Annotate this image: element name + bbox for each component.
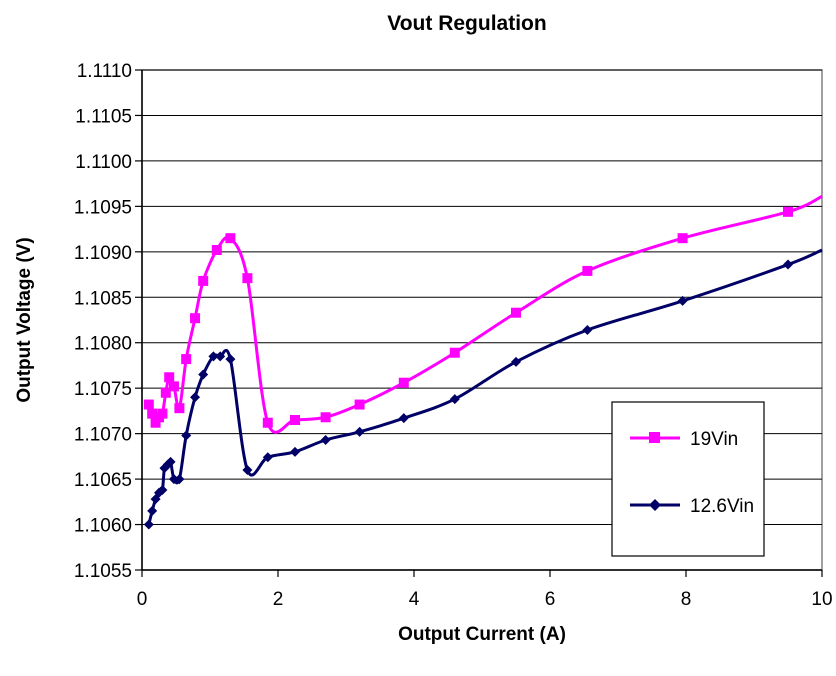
- point-19vin-2: [150, 417, 161, 428]
- point-19vin-23: [677, 233, 688, 244]
- point-19vin-5: [160, 387, 171, 398]
- legend-marker-12.6vin: [649, 499, 661, 511]
- point-12.6vin-17: [262, 452, 273, 463]
- x-axis-title: Output Current (A): [398, 624, 566, 645]
- point-19vin-7: [168, 381, 179, 392]
- point-12.6vin-7: [165, 456, 176, 467]
- series-layer: [143, 194, 823, 530]
- point-12.6vin-16: [242, 465, 253, 475]
- legend-label-12.6vin: 12.6Vin: [690, 496, 754, 517]
- point-12.6vin-23: [511, 356, 521, 367]
- y-tick-label-1.1085: 1.1085: [74, 288, 132, 309]
- point-19vin-6: [164, 372, 175, 383]
- point-12.6vin-18: [290, 446, 300, 457]
- point-19vin-16: [290, 415, 300, 425]
- point-19vin-24: [783, 206, 793, 217]
- point-12.6vin-13: [208, 351, 219, 362]
- y-tick-label-1.1105: 1.1105: [75, 106, 132, 127]
- point-12.6vin-11: [190, 392, 201, 403]
- point-19vin-8: [174, 403, 185, 414]
- point-12.6vin-14: [215, 351, 226, 362]
- point-19vin-12: [211, 245, 222, 255]
- legend: 19Vin 12.6Vin: [611, 401, 765, 557]
- point-12.6vin-22: [449, 394, 460, 405]
- y-tick-label-1.1060: 1.1060: [74, 516, 132, 537]
- y-tick-label-1.1095: 1.1095: [74, 197, 132, 218]
- x-tick-label-10: 10: [811, 589, 832, 610]
- point-12.6vin-26: [783, 259, 793, 270]
- point-19vin-14: [242, 273, 253, 284]
- legend-label-19vin: 19Vin: [690, 429, 738, 450]
- point-12.6vin-21: [398, 413, 409, 424]
- y-tick-label-1.1100: 1.1100: [75, 152, 132, 173]
- point-19vin-0: [143, 399, 154, 410]
- point-12.6vin-24: [582, 325, 593, 335]
- y-tick-label-1.1065: 1.1065: [74, 470, 132, 491]
- legend-box: [611, 401, 765, 557]
- y-tick-label-1.1070: 1.1070: [74, 425, 132, 446]
- y-tick-label-1.1090: 1.1090: [74, 243, 132, 264]
- y-tick-label-1.1075: 1.1075: [74, 379, 132, 400]
- x-tick-label-0: 0: [137, 589, 148, 610]
- point-19vin-21: [511, 307, 521, 318]
- point-12.6vin-19: [320, 435, 331, 445]
- point-19vin-22: [582, 265, 593, 276]
- point-12.6vin-0: [143, 519, 154, 530]
- point-12.6vin-25: [677, 295, 688, 306]
- x-tick-label-4: 4: [409, 589, 420, 610]
- point-19vin-11: [198, 275, 209, 286]
- point-12.6vin-4: [157, 485, 168, 495]
- point-19vin-18: [354, 399, 365, 410]
- point-19vin-4: [157, 408, 168, 419]
- point-12.6vin-10: [181, 430, 192, 441]
- point-12.6vin-12: [198, 369, 209, 380]
- point-12.6vin-1: [147, 505, 158, 516]
- point-19vin-20: [449, 347, 460, 358]
- point-12.6vin-15: [225, 354, 236, 365]
- y-axis-ticks: 1.1055 1.1060 1.1065 1.1070 1.1075 1.1080 1.10…: [74, 61, 142, 582]
- point-12.6vin-8: [168, 474, 179, 485]
- x-tick-label-8: 8: [681, 589, 692, 610]
- x-tick-label-2: 2: [273, 589, 284, 610]
- point-19vin-9: [181, 354, 192, 365]
- point-19vin-10: [190, 313, 201, 324]
- point-12.6vin-20: [354, 426, 365, 437]
- x-axis-ticks: 0 2 4 6 8 10: [137, 570, 833, 610]
- y-tick-label-1.1110: 1.1110: [77, 61, 132, 82]
- point-19vin-17: [320, 412, 331, 423]
- point-19vin-15: [262, 417, 273, 428]
- y-axis-title: Output Voltage (V): [14, 237, 35, 402]
- point-19vin-19: [398, 377, 409, 388]
- x-tick-label-6: 6: [545, 589, 556, 610]
- y-tick-label-1.1080: 1.1080: [74, 334, 132, 355]
- point-19vin-13: [225, 233, 236, 244]
- chart-title: Vout Regulation: [387, 12, 546, 35]
- point-19vin-1: [147, 408, 158, 419]
- y-tick-label-1.1055: 1.1055: [74, 561, 132, 582]
- point-12.6vin-9: [174, 474, 185, 485]
- legend-marker-19vin: [649, 432, 660, 443]
